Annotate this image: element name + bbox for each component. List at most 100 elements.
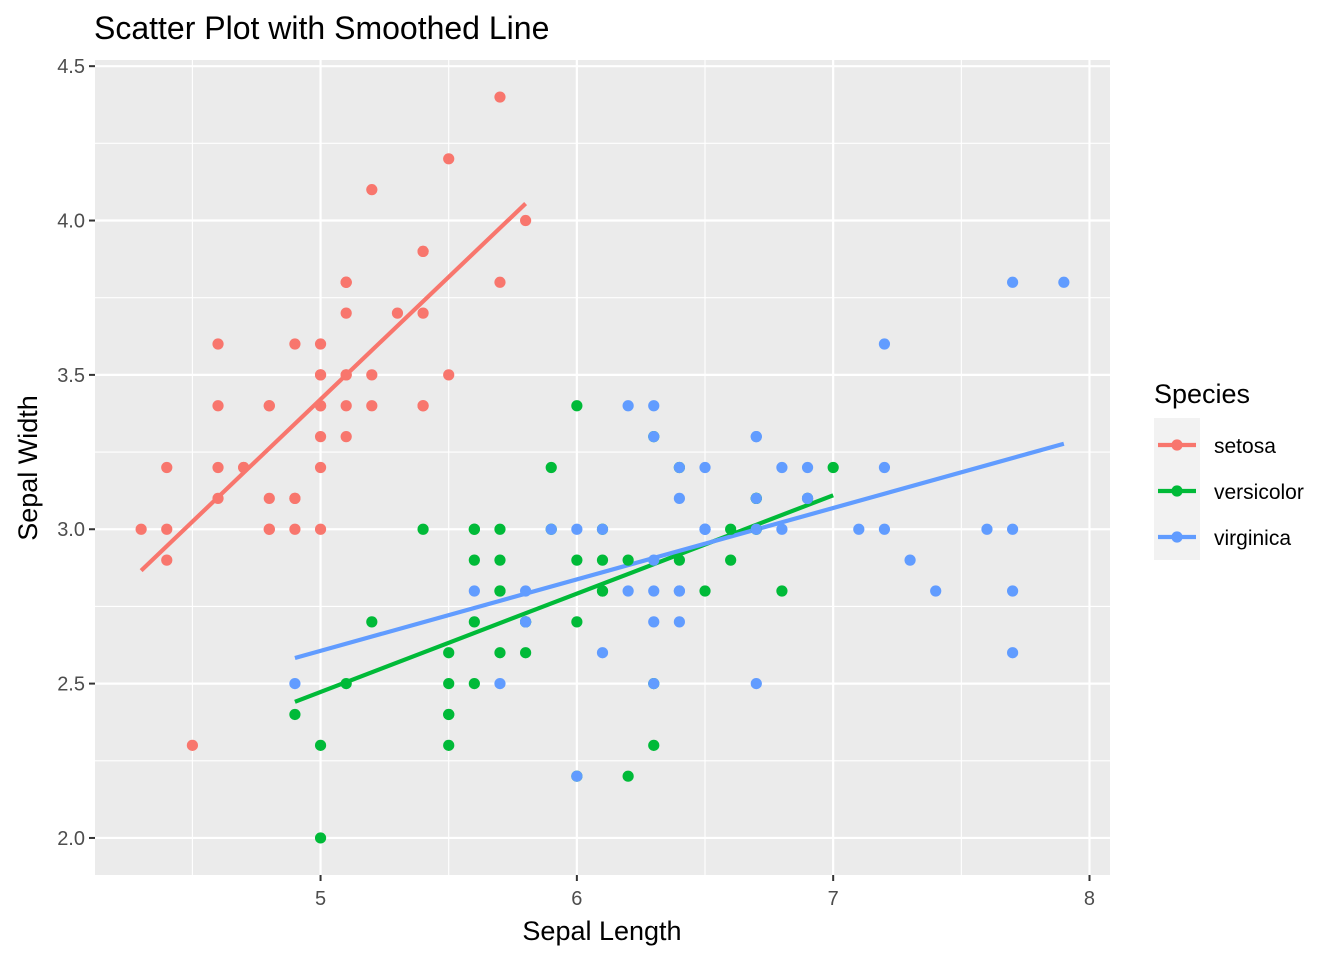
point-setosa [391, 307, 404, 319]
legend-key-point-setosa [1171, 439, 1183, 451]
smooth-line-setosa [139, 202, 528, 573]
point-setosa [340, 400, 352, 412]
point-virginica [648, 677, 660, 690]
point-setosa [340, 276, 352, 288]
point-setosa [161, 523, 173, 535]
point-virginica [648, 431, 660, 443]
y-tick-label: 3.5 [57, 365, 85, 387]
point-versicolor [776, 585, 788, 597]
point-setosa [340, 369, 352, 381]
point-setosa [494, 276, 506, 288]
point-virginica [1007, 523, 1019, 535]
point-versicolor [571, 400, 583, 412]
point-virginica [878, 461, 891, 474]
x-tick-label: 6 [571, 888, 582, 910]
point-versicolor [622, 554, 634, 566]
point-setosa [289, 338, 301, 350]
point-versicolor [289, 708, 301, 721]
point-virginica [699, 523, 711, 535]
point-virginica [1058, 276, 1070, 288]
point-versicolor [443, 647, 455, 659]
point-setosa [212, 338, 224, 350]
point-virginica [750, 677, 762, 690]
point-virginica [750, 492, 762, 504]
point-versicolor [468, 523, 480, 535]
point-setosa [263, 492, 275, 504]
chart-title: Scatter Plot with Smoothed Line [94, 10, 549, 46]
point-setosa [212, 400, 224, 412]
point-setosa [161, 461, 173, 474]
point-virginica [878, 523, 891, 535]
point-versicolor [443, 677, 455, 690]
point-setosa [366, 369, 378, 381]
point-virginica [878, 338, 891, 350]
point-versicolor [699, 585, 711, 597]
y-tick-label: 2.5 [57, 674, 85, 696]
point-virginica [699, 461, 711, 474]
point-setosa [212, 492, 224, 504]
point-virginica [622, 400, 634, 412]
point-virginica [750, 523, 762, 535]
point-versicolor [725, 523, 737, 535]
point-virginica [596, 523, 609, 535]
point-virginica [673, 585, 685, 597]
smooth-line-versicolor [294, 493, 834, 704]
point-virginica [1007, 585, 1019, 597]
point-virginica [1007, 276, 1019, 288]
point-virginica [930, 585, 942, 597]
point-virginica [545, 523, 557, 535]
smooth-lines [139, 202, 1065, 704]
point-setosa [366, 400, 378, 412]
y-axis: 2.0 2.5 3.0 3.5 4.0 4.5 [57, 56, 95, 850]
point-virginica [648, 400, 660, 412]
point-versicolor [622, 770, 634, 782]
point-versicolor [571, 616, 583, 628]
point-setosa [263, 523, 275, 535]
point-setosa [417, 307, 429, 319]
point-virginica [853, 523, 865, 535]
y-tick-label: 2.0 [57, 828, 85, 850]
point-versicolor [468, 554, 480, 566]
point-versicolor [494, 523, 506, 535]
y-tick-label: 4.5 [57, 56, 85, 78]
point-setosa [212, 461, 224, 474]
point-virginica [648, 554, 660, 566]
point-versicolor [443, 708, 455, 721]
point-setosa [314, 523, 327, 535]
point-setosa [135, 523, 147, 535]
point-versicolor [520, 647, 532, 659]
y-tick-label: 3.0 [57, 519, 85, 541]
point-setosa [494, 91, 506, 103]
point-versicolor [443, 739, 455, 751]
point-versicolor [827, 461, 839, 474]
legend: Species setosa versicolor virginica [1154, 379, 1304, 560]
legend-title: Species [1154, 379, 1250, 409]
point-virginica [622, 585, 634, 597]
point-setosa [340, 431, 352, 443]
point-virginica [801, 492, 814, 504]
legend-key-point-versicolor [1171, 485, 1183, 497]
point-setosa [443, 153, 455, 165]
point-versicolor [494, 554, 506, 566]
point-versicolor [468, 616, 480, 628]
point-setosa [314, 461, 327, 474]
point-versicolor [417, 523, 429, 535]
point-virginica [981, 523, 993, 535]
point-versicolor [314, 832, 327, 844]
point-virginica [571, 523, 583, 535]
point-setosa [289, 523, 301, 535]
point-setosa [340, 307, 352, 319]
point-setosa [314, 431, 327, 443]
x-tick-label: 7 [828, 888, 839, 910]
point-versicolor [648, 739, 660, 751]
point-virginica [648, 616, 660, 628]
point-versicolor [494, 585, 506, 597]
point-versicolor [366, 616, 378, 628]
point-versicolor [545, 461, 557, 474]
point-virginica [520, 585, 532, 597]
point-virginica [750, 431, 762, 443]
point-virginica [596, 647, 609, 659]
y-tick-label: 4.0 [57, 211, 85, 233]
point-virginica [520, 616, 532, 628]
